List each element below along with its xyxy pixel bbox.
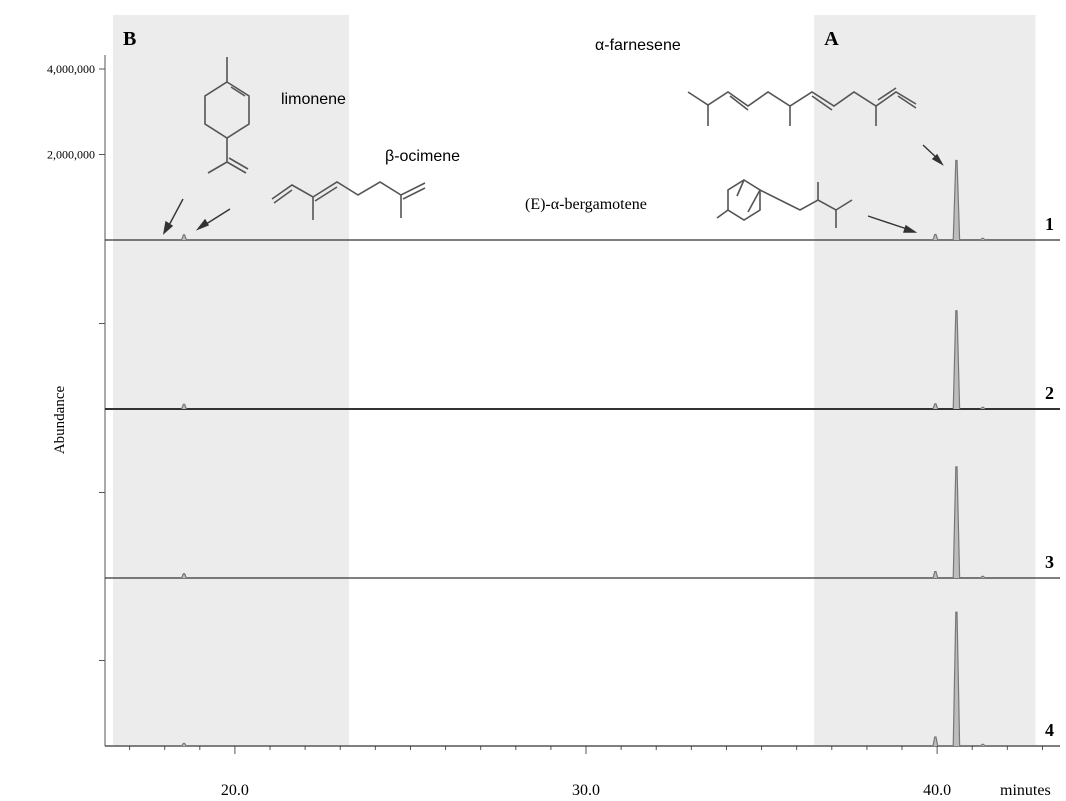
x-tick-label: 30.0: [572, 782, 600, 799]
peak: [181, 403, 187, 410]
peak: [932, 403, 939, 410]
peak: [952, 159, 961, 241]
peak: [979, 743, 986, 747]
peak: [979, 575, 986, 579]
x-tick-label: 40.0: [923, 782, 951, 799]
alpha-farnesene-structure: [687, 87, 917, 126]
annotation-beta-ocimene: β-ocimene: [385, 148, 460, 165]
annotation-arrows: [162, 144, 944, 235]
x-axis-unit-label: minutes: [1000, 782, 1051, 799]
shaded-region-b: [113, 15, 350, 745]
peak: [952, 466, 961, 579]
peak: [952, 310, 961, 410]
peak: [932, 736, 939, 747]
limonene-structure: [204, 57, 250, 174]
annotation-alpha-farnesene: α-farnesene: [595, 37, 681, 54]
trace-1: 1: [105, 159, 1060, 241]
peak: [181, 573, 187, 579]
region-label-b: B: [123, 28, 136, 50]
beta-ocimene-structure: [271, 181, 426, 220]
shaded-regions: [113, 15, 1036, 745]
bergamotene-structure: [716, 179, 853, 228]
trace-label-4: 4: [1045, 720, 1054, 740]
trace-4: 4: [105, 611, 1060, 747]
peak: [952, 611, 961, 747]
trace-label-1: 1: [1045, 214, 1054, 234]
y-tick-label: 2,000,000: [47, 148, 95, 162]
x-tick-label: 20.0: [221, 782, 249, 799]
annotation-limonene: limonene: [281, 91, 346, 108]
peak: [932, 570, 939, 579]
peak: [979, 237, 986, 241]
peak: [181, 742, 187, 747]
trace-label-2: 2: [1045, 383, 1054, 403]
chromatogram-traces: 1 2 3 4: [105, 159, 1060, 747]
y-axis-title: Abundance: [52, 386, 68, 455]
annotation-e-alpha-bergamotene: (E)-α-bergamotene: [525, 196, 647, 213]
peak: [932, 233, 939, 241]
peak: [979, 406, 986, 410]
shaded-region-a: [814, 15, 1036, 745]
trace-label-3: 3: [1045, 552, 1054, 572]
trace-2: 2: [105, 310, 1060, 410]
trace-3: 3: [105, 466, 1060, 579]
peak: [181, 234, 187, 241]
y-tick-label: 4,000,000: [47, 62, 95, 76]
region-label-a: A: [824, 28, 839, 50]
